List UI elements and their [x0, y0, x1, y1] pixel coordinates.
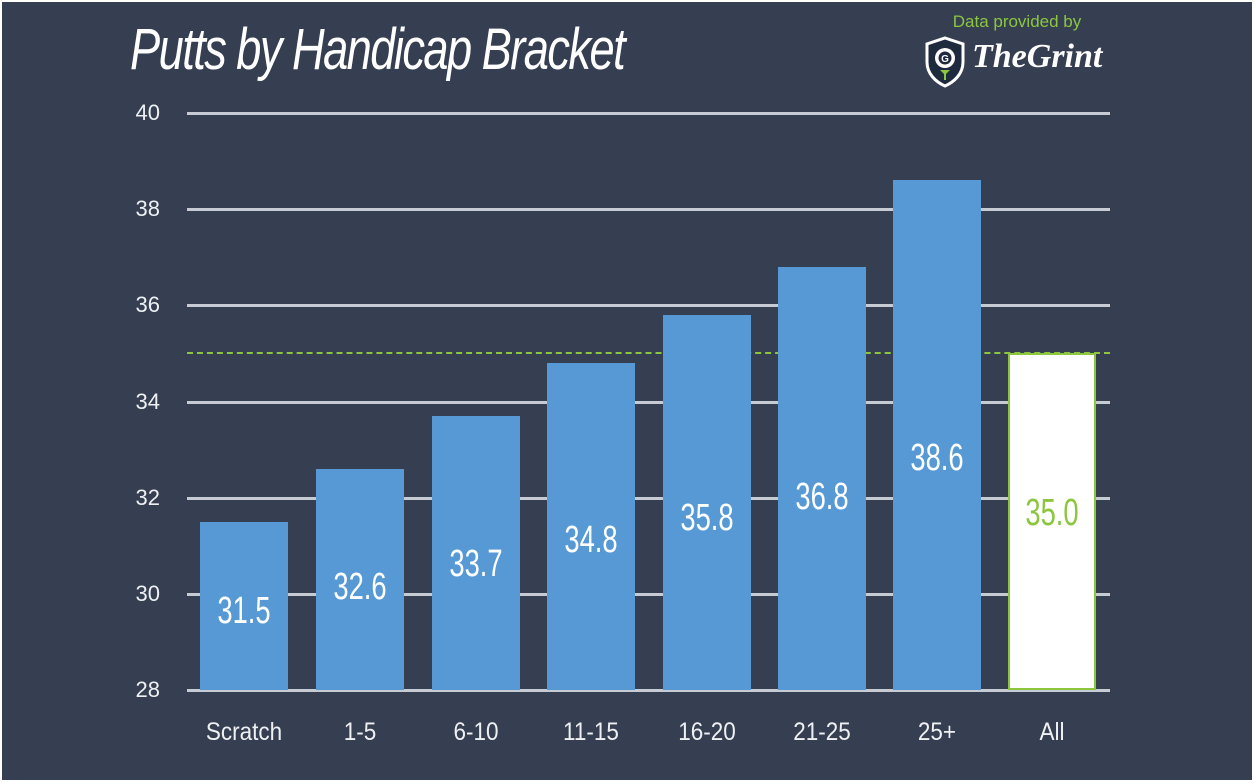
bar-value-label: 35.8 [680, 497, 734, 540]
y-tick-label: 32 [135, 484, 160, 510]
gridline [187, 208, 1110, 212]
y-tick-label: 36 [135, 292, 160, 318]
brand-name: TheGrint [972, 38, 1103, 75]
y-tick-label: 38 [135, 196, 160, 222]
x-tick-label: 25+ [917, 718, 957, 746]
bar-value-label: 34.8 [564, 518, 618, 561]
bar-21-25: 36.8 [778, 266, 866, 690]
gridline [187, 689, 1110, 692]
chart-title: Putts by Handicap Bracket [130, 17, 626, 82]
x-tick-label: 21-25 [793, 718, 851, 746]
x-tick-label: 11-15 [563, 718, 619, 746]
bar-value-label: 32.6 [333, 566, 387, 609]
bar-value-label: 36.8 [795, 475, 849, 518]
y-tick-label: 28 [135, 677, 160, 702]
average-dashed-line [187, 352, 1110, 355]
x-tick-label: 6-10 [453, 718, 499, 746]
gridline [187, 400, 1110, 404]
bar-value-label: 35.0 [1025, 491, 1079, 534]
bar-1-5: 32.6 [316, 468, 404, 690]
x-tick-label: All [1039, 718, 1065, 746]
x-tick-label: Scratch [205, 718, 283, 746]
y-tick-label: 30 [135, 580, 160, 606]
bar-value-label: 38.6 [910, 436, 964, 479]
y-tick-label: 40 [135, 100, 160, 125]
bar-value-label: 33.7 [449, 542, 503, 585]
x-tick-label: 1-5 [343, 718, 377, 746]
bar-all: 35.0 [1008, 353, 1096, 690]
thegrint-shield-icon: G [925, 36, 965, 88]
gridline [187, 112, 1110, 115]
bar-16-20: 35.8 [663, 314, 751, 690]
gridline [187, 592, 1110, 596]
x-tick-label: 16-20 [678, 718, 736, 746]
svg-text:G: G [941, 54, 949, 65]
y-tick-label: 34 [135, 388, 160, 414]
bar-6-10: 33.7 [432, 415, 520, 690]
bar-value-label: 31.5 [217, 590, 271, 633]
bar-11-15: 34.8 [547, 363, 635, 690]
bar-scratch: 31.5 [200, 521, 288, 690]
bar-25-: 38.6 [893, 180, 981, 690]
gridline [187, 304, 1110, 308]
credit-text: Data provided by [952, 12, 1082, 31]
gridline [187, 496, 1110, 500]
